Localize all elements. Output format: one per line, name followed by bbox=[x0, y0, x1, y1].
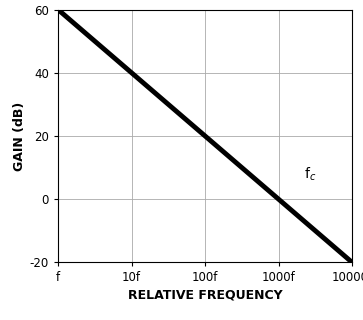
Text: f$_c$: f$_c$ bbox=[304, 166, 316, 183]
Y-axis label: GAIN (dB): GAIN (dB) bbox=[13, 101, 26, 171]
X-axis label: RELATIVE FREQUENCY: RELATIVE FREQUENCY bbox=[128, 289, 282, 301]
